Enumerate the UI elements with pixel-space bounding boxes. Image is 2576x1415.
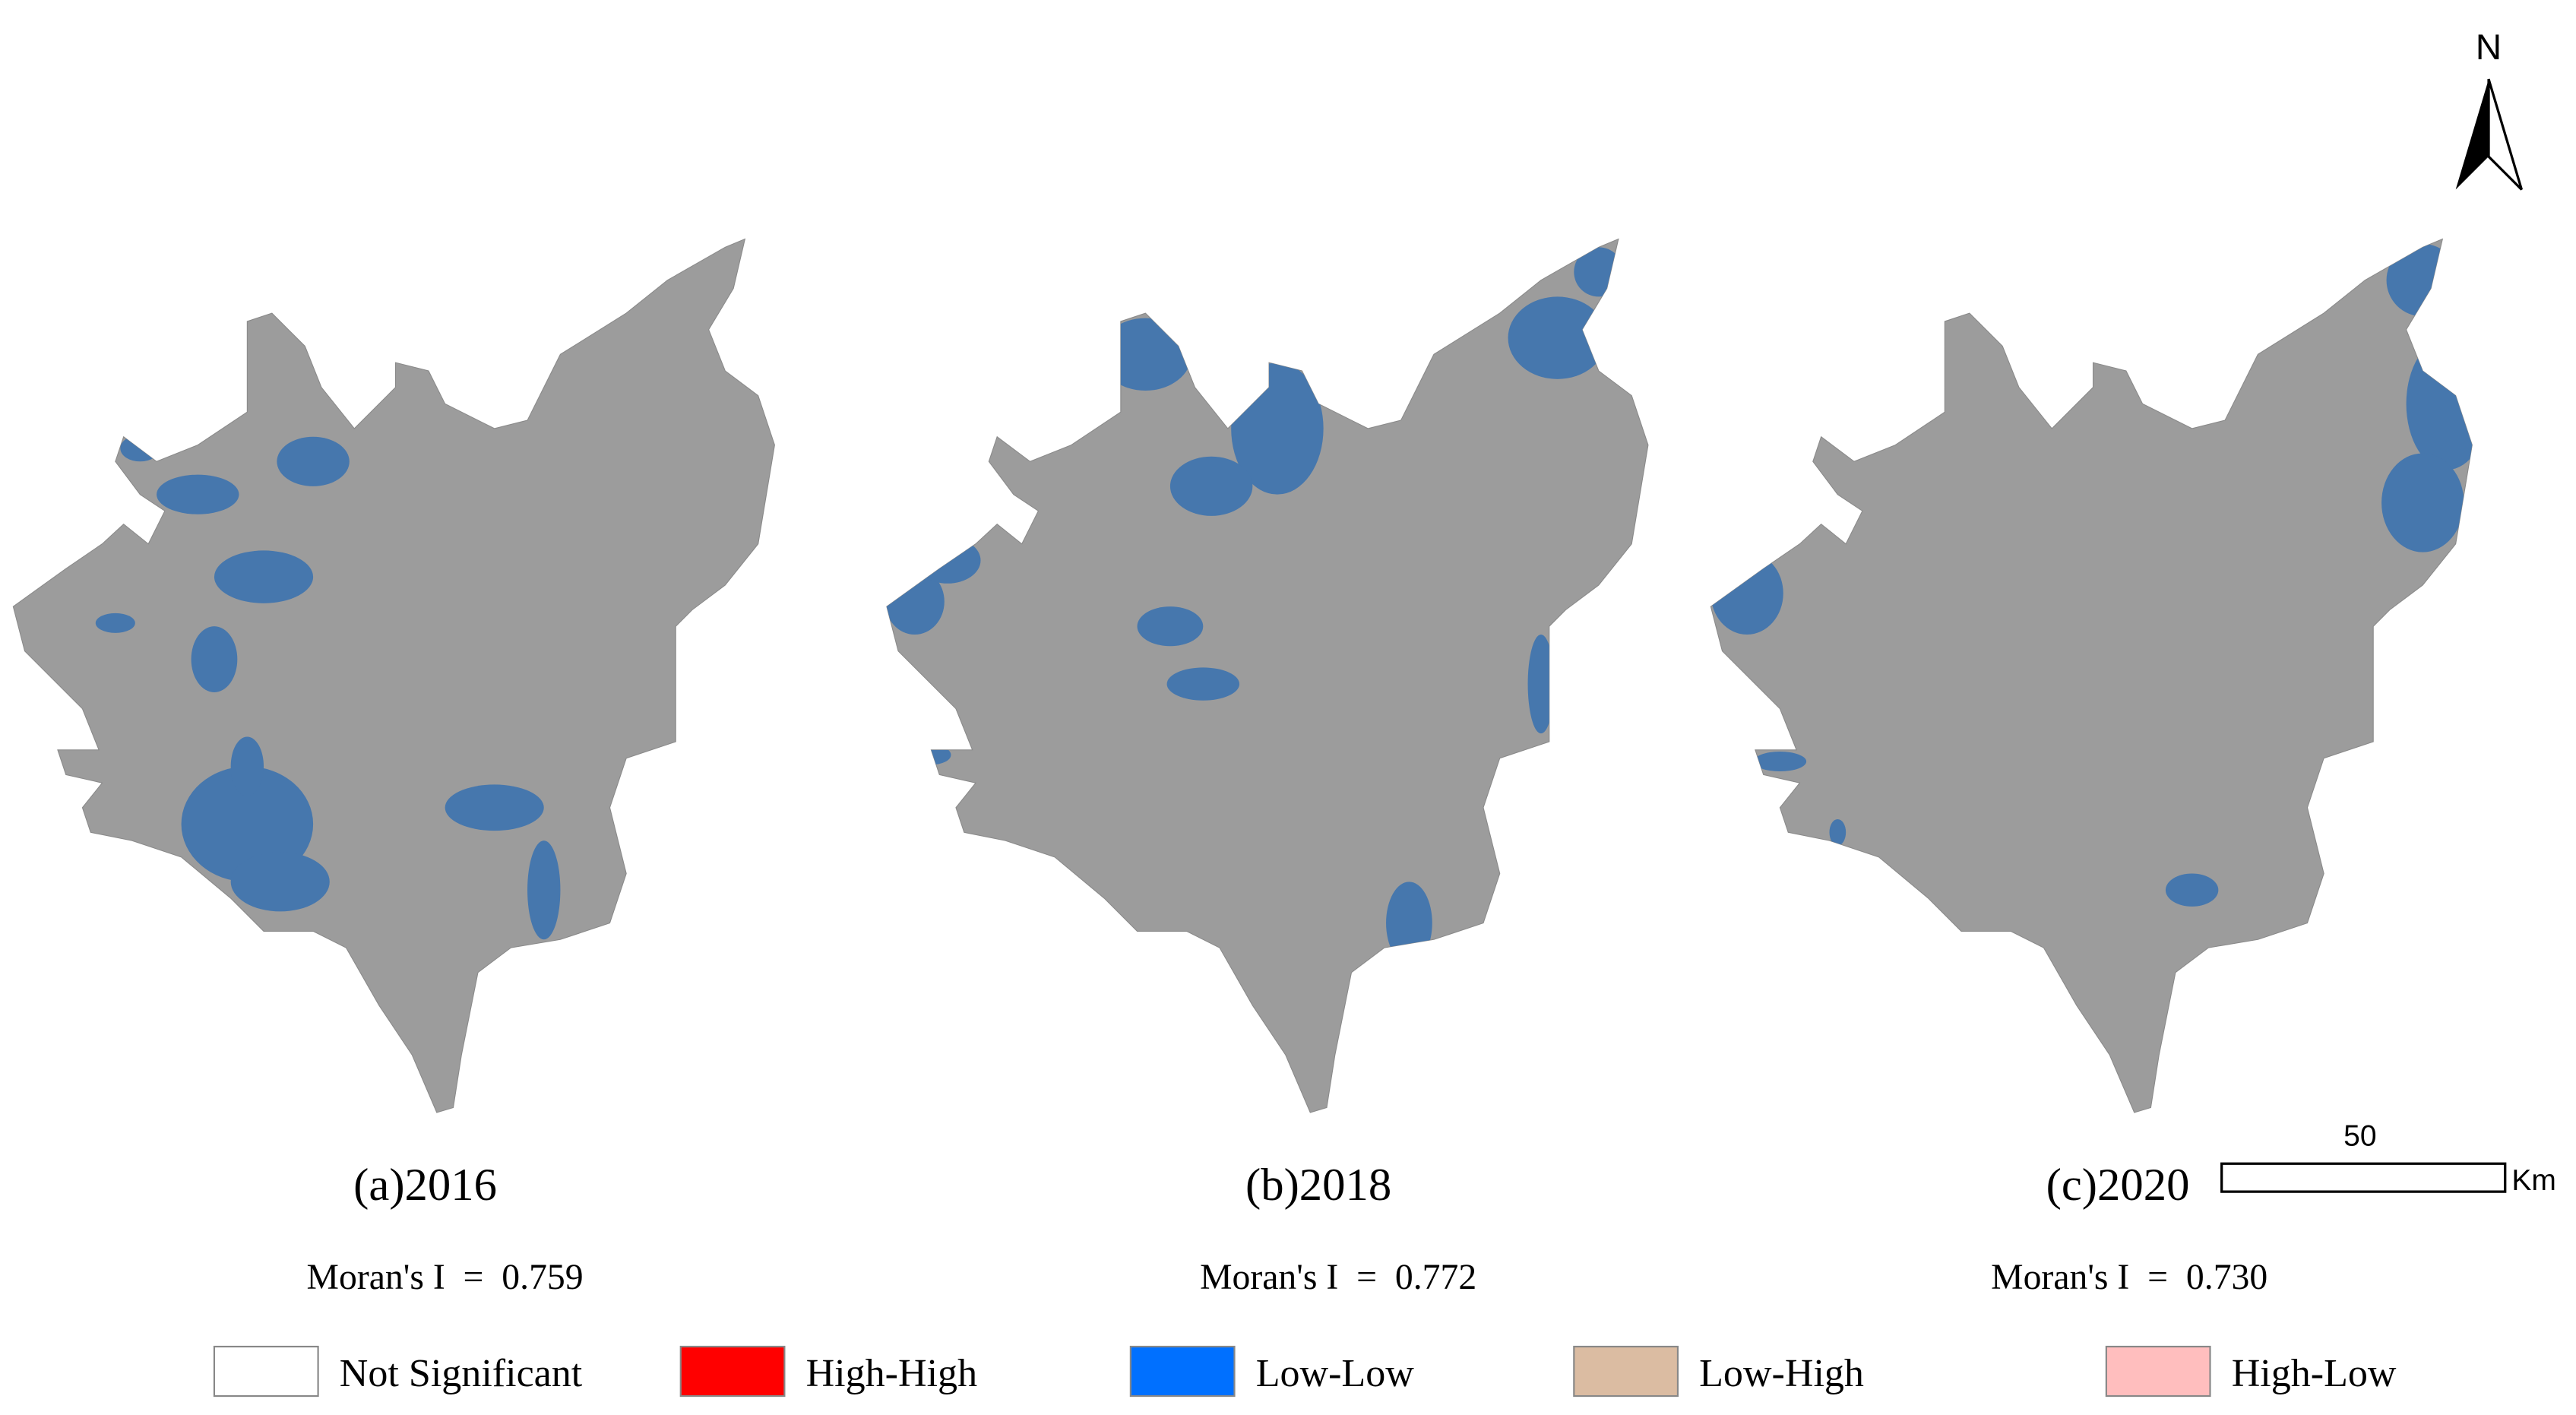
scale-unit: Km [2511,1164,2556,1197]
legend-swatch [1573,1345,1679,1398]
legend-label: Not Significant [340,1352,583,1395]
map-a [12,238,776,1114]
scale-label: 50 [2343,1119,2376,1152]
legend-swatch [213,1345,319,1398]
legend-swatch [679,1345,786,1398]
legend-label: Low-Low [1256,1352,1415,1395]
legend-swatch [1129,1345,1236,1398]
morans-i: Moran's I = 0.730 [1991,1257,2267,1297]
legend-label: Low-High [1699,1352,1864,1395]
panel-title: (c)2020 [2046,1160,2190,1211]
north-label: N [2476,27,2502,68]
legend-label: High-High [806,1352,978,1395]
legend-label: High-Low [2232,1352,2397,1395]
panel-labels: (a)2016 Moran's I = 0.759 (b)2018 Moran's I… [307,1160,2268,1297]
morans-i: Moran's I = 0.772 [1200,1257,1476,1297]
panel-title: (b)2018 [1245,1160,1391,1211]
scale-bar: 50 Km [2220,1119,2556,1197]
map-b [885,238,1649,1114]
north-arrow: N [2455,27,2523,191]
panel-title: (a)2016 [353,1160,497,1211]
map-c [1710,238,2473,1114]
legend: Not Significant High-High Low-Low Low-High H… [213,1345,2397,1398]
legend-swatch [2105,1345,2211,1398]
morans-i: Moran's I = 0.759 [307,1257,584,1297]
